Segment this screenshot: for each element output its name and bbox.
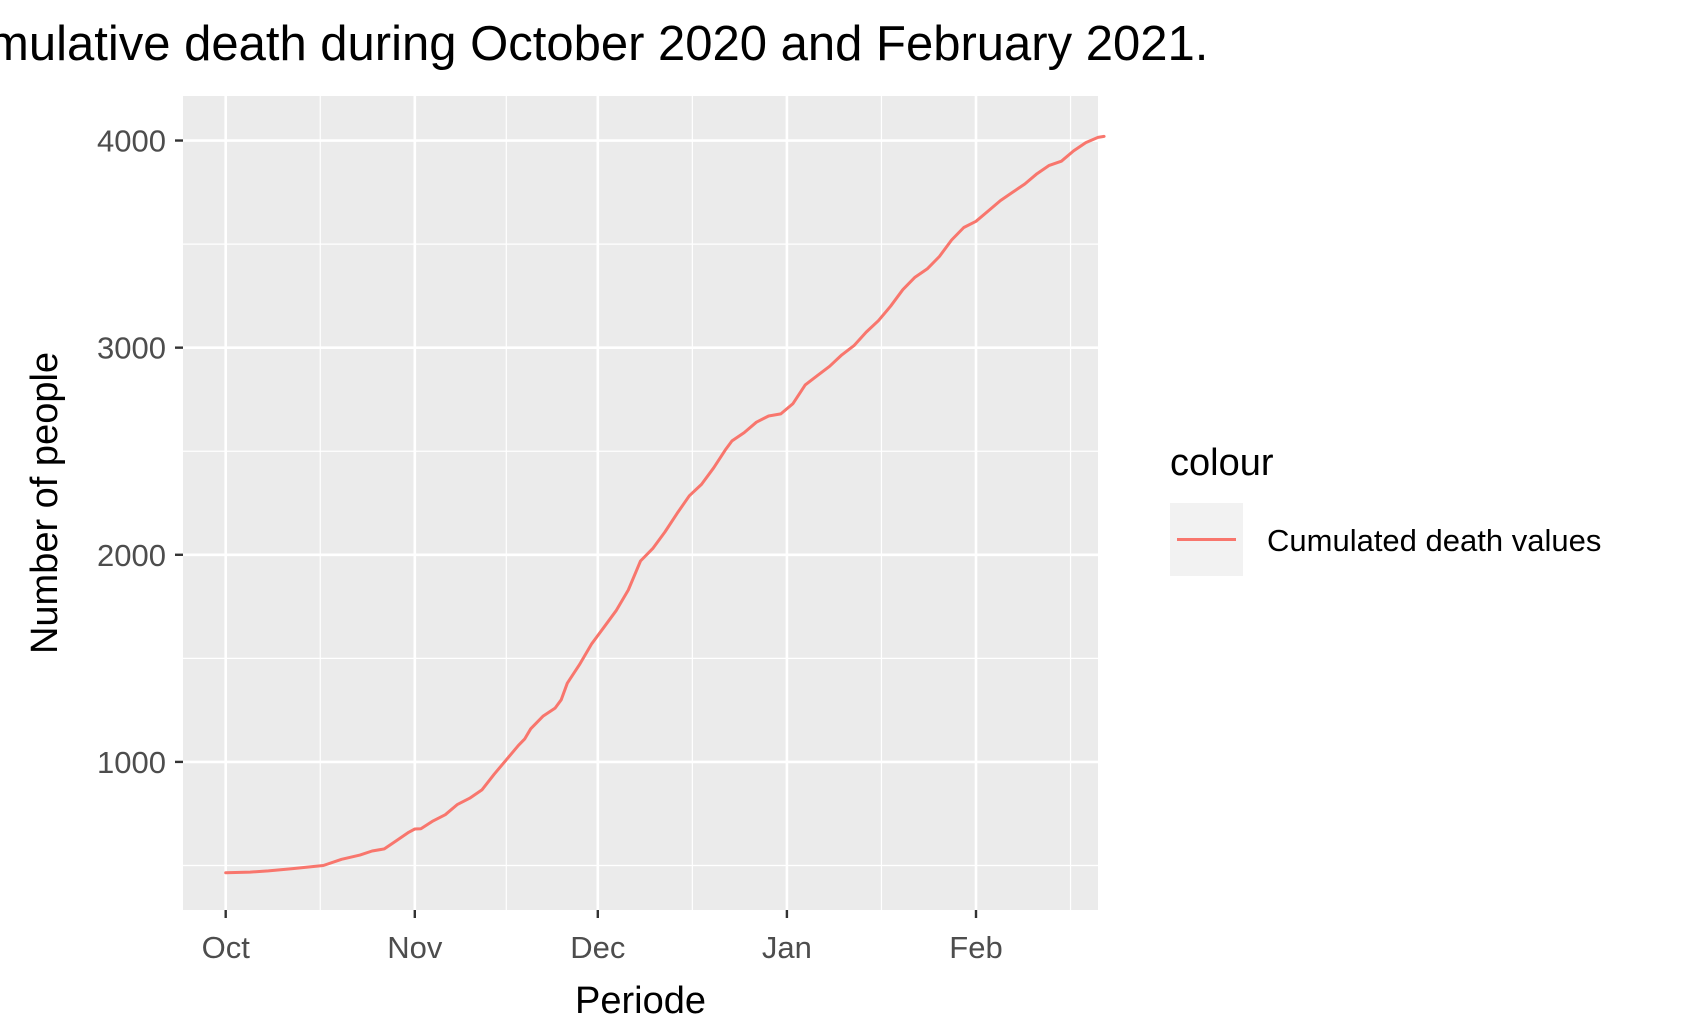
x-tick-label: Feb bbox=[949, 930, 1002, 965]
x-axis: Oct Nov Dec Jan Feb bbox=[202, 910, 1003, 965]
x-tick-label: Dec bbox=[570, 930, 625, 965]
legend-label: Cumulated death values bbox=[1267, 523, 1601, 558]
series-layer bbox=[224, 134, 1106, 875]
y-tick-label: 1000 bbox=[97, 745, 166, 780]
y-tick-label: 3000 bbox=[97, 331, 166, 366]
x-tick-label: Nov bbox=[387, 930, 443, 965]
x-axis-title: Periode bbox=[575, 980, 706, 1022]
series-line bbox=[224, 134, 1106, 875]
y-axis-title: Number of people bbox=[24, 352, 66, 654]
minor-gridlines bbox=[183, 96, 1098, 910]
plot-panel bbox=[183, 96, 1098, 910]
legend: colour Cumulated death values bbox=[1170, 442, 1601, 576]
y-tick-label: 4000 bbox=[97, 124, 166, 159]
major-gridlines bbox=[183, 96, 1098, 910]
y-tick-label: 2000 bbox=[97, 538, 166, 573]
y-axis: 1000 2000 3000 4000 bbox=[97, 124, 183, 780]
chart-title: mulative death during October 2020 and F… bbox=[0, 17, 1209, 71]
x-tick-label: Oct bbox=[202, 930, 251, 965]
x-tick-label: Jan bbox=[762, 930, 812, 965]
legend-title: colour bbox=[1170, 442, 1274, 484]
